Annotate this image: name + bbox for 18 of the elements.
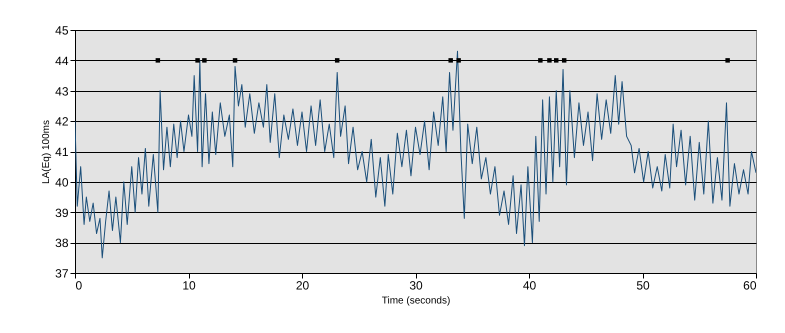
y-tick-label: 44 xyxy=(55,54,69,68)
y-tick-label: 43 xyxy=(55,84,69,98)
y-axis-title: LA(Eq) 100ms xyxy=(41,120,52,184)
x-tick-label: 0 xyxy=(76,278,82,292)
y-tick-label: 41 xyxy=(55,145,69,159)
x-tick-label: 30 xyxy=(409,278,423,292)
y-tick-label: 38 xyxy=(55,236,69,250)
y-tick-label: 39 xyxy=(55,206,69,220)
x-tick-label: 20 xyxy=(296,278,310,292)
y-tick-label: 40 xyxy=(55,175,69,190)
y-tick-label: 37 xyxy=(55,266,69,280)
x-axis-title: Time (seconds) xyxy=(382,296,450,306)
x-tick-label: 10 xyxy=(182,278,196,292)
x-tick-label: 50 xyxy=(636,278,650,292)
y-tick-label: 42 xyxy=(55,114,69,129)
x-tick-label: 40 xyxy=(522,278,536,292)
y-tick-label: 45 xyxy=(55,24,69,38)
x-tick-label: 60 xyxy=(743,278,757,292)
